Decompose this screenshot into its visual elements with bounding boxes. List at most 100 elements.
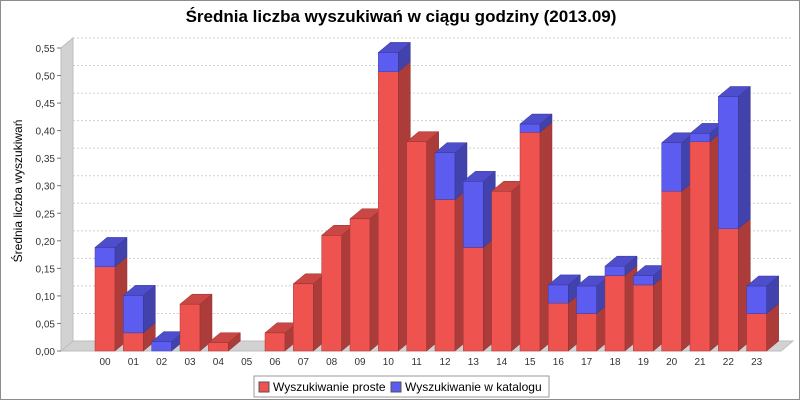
bar-katalog-23	[745, 275, 780, 315]
x-tick-label: 06	[269, 357, 281, 368]
bar-front	[633, 284, 654, 352]
bar-proste-10	[377, 61, 412, 352]
x-tick-label: 23	[751, 357, 763, 368]
x-tick-label: 13	[468, 357, 480, 368]
legend-swatch-proste	[258, 381, 270, 393]
bar-front	[321, 235, 342, 352]
bar-front	[264, 332, 286, 352]
y-tick-label: 0,30	[36, 182, 56, 193]
y-tick-label: 0,50	[36, 72, 56, 83]
bar-front	[548, 284, 569, 304]
bar-side	[738, 85, 751, 230]
legend-label-katalog: Wyszukiwanie w katalogu	[405, 380, 542, 394]
bar-front	[604, 265, 626, 276]
y-tick-label: 0,05	[36, 319, 56, 330]
y-tick-label: 0,35	[36, 154, 56, 165]
x-tick-label: 12	[439, 357, 451, 368]
legend-swatch-katalog	[390, 381, 402, 393]
bar-front	[746, 313, 767, 352]
bar-front	[718, 228, 739, 352]
bar-proste-13	[462, 236, 497, 352]
bar-top	[604, 255, 638, 267]
bar-front	[123, 332, 144, 352]
x-tick-label: 09	[354, 357, 366, 368]
y-tick-label: 0,40	[36, 127, 56, 138]
bar-front	[661, 190, 682, 352]
x-tick-label: 04	[213, 357, 225, 368]
bar-katalog-16	[547, 274, 582, 304]
bar-proste-19	[632, 274, 667, 352]
bar-proste-18	[604, 264, 638, 352]
bar-front	[633, 275, 654, 286]
bar-proste-06	[264, 322, 298, 352]
bar-proste-14	[490, 180, 525, 352]
bar-front	[151, 341, 172, 352]
y-tick-label: 0,45	[36, 99, 56, 110]
bar-katalog-13	[462, 170, 497, 248]
bar-proste-03	[179, 293, 213, 352]
bar-katalog-15	[519, 113, 553, 133]
bar-proste-11	[405, 131, 440, 352]
x-tick-label: 07	[298, 357, 310, 368]
bar-front	[378, 52, 399, 72]
bar-front	[576, 285, 597, 314]
x-tick-label: 05	[241, 357, 253, 368]
x-tick-label: 20	[666, 357, 678, 368]
bar-katalog-20	[660, 132, 695, 192]
bar-top	[122, 285, 157, 296]
bar-front	[548, 302, 569, 352]
bar-top	[179, 293, 213, 305]
bar-front	[661, 142, 682, 192]
chart-title: Średnia liczba wyszukiwań w ciągu godzin…	[186, 7, 617, 26]
x-tick-label: 02	[156, 357, 168, 368]
bar-top	[405, 131, 440, 142]
legend-label-proste: Wyszukiwanie proste	[273, 380, 386, 394]
bar-katalog-18	[604, 255, 638, 277]
bar-top	[207, 332, 242, 343]
x-tick-label: 16	[553, 357, 565, 368]
bar-front	[519, 132, 541, 352]
y-tick-label: 0,55	[36, 44, 56, 55]
x-tick-label: 18	[609, 357, 621, 368]
bar-proste-21	[689, 131, 723, 352]
bar-front	[208, 342, 229, 352]
bar-top	[745, 275, 780, 287]
x-tick-label: 03	[184, 357, 196, 368]
bar-proste-15	[519, 121, 553, 352]
x-tick-label: 19	[638, 357, 650, 368]
y-tick-label: 0,10	[36, 292, 56, 303]
bar-proste-00	[94, 256, 128, 352]
bar-front	[689, 141, 711, 352]
bar-front	[349, 218, 371, 352]
bar-top	[717, 86, 752, 97]
y-tick-label: 0,00	[36, 347, 56, 358]
bar-front	[746, 285, 767, 314]
bar-top	[519, 113, 553, 125]
bar-top	[462, 171, 497, 182]
bar-front	[463, 247, 484, 352]
bar-top	[377, 42, 412, 53]
bar-front	[689, 133, 711, 142]
y-tick-label: 0,25	[36, 209, 56, 220]
x-tick-label: 14	[496, 357, 508, 368]
x-tick-label: 17	[581, 357, 593, 368]
bar-front	[94, 247, 116, 267]
bar-front	[94, 266, 116, 352]
bar-front	[293, 283, 314, 352]
bar-proste-20	[660, 180, 695, 352]
x-tick-label: 00	[99, 357, 111, 368]
x-axis: 00 01 02 03 04 05 06 07 08 09 10 11 12 13 14 15 16 17 18 19…	[99, 357, 762, 368]
bar-front	[434, 199, 456, 352]
bar-top	[547, 274, 582, 286]
bar-front	[378, 71, 399, 352]
x-tick-label: 01	[128, 357, 140, 368]
bar-katalog-01	[122, 284, 157, 334]
x-tick-label: 11	[411, 357, 422, 368]
bar-katalog-22	[717, 85, 752, 230]
bar-front	[179, 303, 201, 352]
bar-katalog-12	[434, 142, 468, 201]
bar-top	[434, 142, 468, 153]
bars-group	[94, 41, 780, 352]
